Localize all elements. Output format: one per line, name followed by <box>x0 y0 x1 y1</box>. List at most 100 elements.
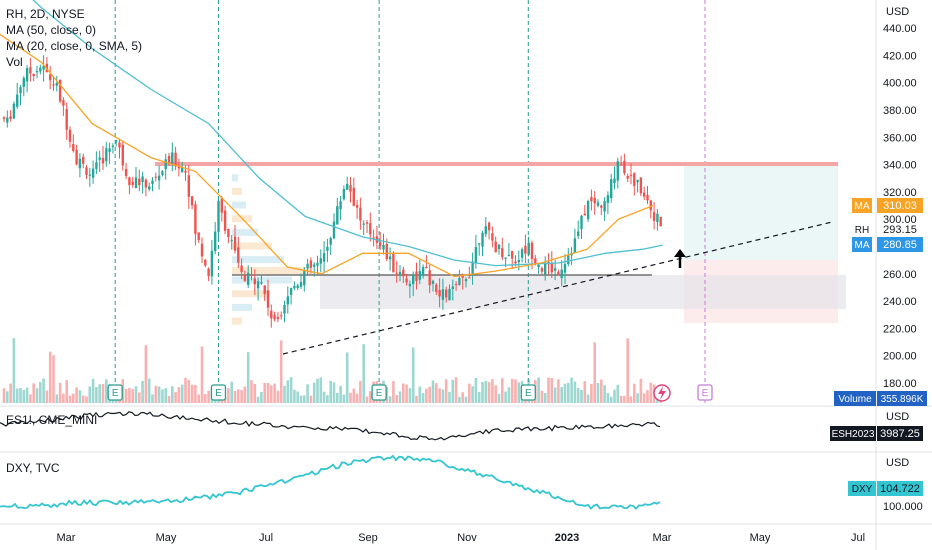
candle-body <box>134 177 138 189</box>
legend-ma20[interactable]: MA (20, close, 0, SMA, 5) <box>6 39 143 53</box>
candle-body <box>39 67 42 72</box>
volume-bar <box>332 382 336 403</box>
volume-bar <box>553 387 557 403</box>
legend-symbol[interactable]: RH, 2D, NYSE <box>6 7 85 21</box>
volume-bar <box>250 380 253 403</box>
volume-bar <box>144 345 148 403</box>
price-tick-label: 420.00 <box>883 50 917 62</box>
es-pane-title[interactable]: ES1!, CME_MINI <box>6 413 98 427</box>
volume-bar <box>131 389 134 403</box>
candle-body <box>62 100 65 106</box>
candle-body <box>65 109 68 130</box>
volume-bar <box>283 385 286 403</box>
volume-bar <box>474 377 478 403</box>
candle-body <box>313 264 316 267</box>
candle-body <box>35 71 39 73</box>
volume-tag: Volume 355.896K <box>834 391 927 406</box>
volume-bar <box>395 395 398 403</box>
price-tick-label: 400.00 <box>883 78 917 90</box>
svg-text:MA: MA <box>855 240 870 251</box>
volume-bar <box>362 344 365 403</box>
time-tick-label: Sep <box>358 532 378 544</box>
candle-body <box>197 232 200 240</box>
volume-bar <box>425 388 428 403</box>
volume-profile-bar <box>232 256 284 264</box>
volume-bar <box>477 392 481 403</box>
candle-body <box>613 178 616 184</box>
volume-bar <box>639 378 643 403</box>
candle-body <box>233 236 237 251</box>
candle-body <box>296 285 299 289</box>
candle-body <box>124 168 128 176</box>
volume-bar <box>306 384 309 403</box>
candle-body <box>177 165 181 169</box>
volume-bar <box>646 390 649 403</box>
volume-bar <box>461 392 464 403</box>
volume-bar <box>32 383 35 403</box>
candle-body <box>256 281 260 289</box>
volume-bar <box>540 390 544 403</box>
volume-bar <box>626 338 629 403</box>
candle-body <box>497 244 501 249</box>
volume-bar <box>184 377 187 403</box>
candle-body <box>108 148 111 152</box>
volume-bar <box>619 395 623 403</box>
svg-text:ESH2023: ESH2023 <box>832 429 875 440</box>
candle-body <box>590 197 593 202</box>
candle-body <box>316 262 319 266</box>
volume-bar <box>504 391 507 403</box>
candle-body <box>544 262 547 275</box>
price-tick-label: 380.00 <box>883 105 917 117</box>
ma20-line <box>0 33 654 278</box>
candle-body <box>141 176 144 183</box>
candle-body <box>520 249 524 258</box>
price-tick-label: 340.00 <box>883 160 917 172</box>
volume-bar <box>270 385 273 403</box>
candle-body <box>25 68 29 82</box>
candle-body <box>88 174 91 176</box>
volume-bar <box>336 392 339 403</box>
time-axis[interactable]: Mar May Jul Sep Nov 2023 Mar May Jul <box>57 532 866 544</box>
volume-bar <box>319 377 323 403</box>
price-tick-label: 220.00 <box>883 323 917 335</box>
volume-bar <box>12 338 16 403</box>
price-tick-label: 300.00 <box>883 214 917 226</box>
time-tick-label: Mar <box>653 532 672 544</box>
candle-body <box>586 201 590 220</box>
candle-body <box>382 244 385 250</box>
legend-ma50[interactable]: MA (50, close, 0) <box>6 23 97 37</box>
candle-body <box>445 289 448 298</box>
volume-bar <box>487 382 491 403</box>
candle-body <box>606 195 610 203</box>
volume-bar <box>547 377 550 403</box>
future-earnings-marker[interactable]: E <box>697 384 713 401</box>
volume-bar <box>593 342 596 403</box>
volume-bar <box>398 391 402 403</box>
price-tick-label: 440.00 <box>883 23 917 35</box>
volume-bar <box>616 384 620 403</box>
svg-text:104.722: 104.722 <box>880 483 920 495</box>
volume-profile-bar <box>232 267 310 275</box>
es-currency-label: USD <box>886 411 909 423</box>
dxy-pane-title[interactable]: DXY, TVC <box>6 461 60 475</box>
candle-body <box>299 282 303 287</box>
volume-bar <box>448 391 451 403</box>
svg-text:E: E <box>702 388 709 399</box>
lightning-icon[interactable] <box>653 384 671 402</box>
candle-body <box>276 316 280 319</box>
legend-vol[interactable]: Vol <box>6 55 23 69</box>
volume-bar <box>510 378 514 403</box>
candle-body <box>161 171 164 175</box>
svg-text:310.03: 310.03 <box>883 200 917 212</box>
candle-body <box>243 275 247 281</box>
candle-body <box>118 142 121 148</box>
candle-body <box>431 280 435 284</box>
candle-body <box>247 272 250 285</box>
candle-body <box>365 222 369 224</box>
candle-body <box>577 231 580 236</box>
volume-bar <box>421 393 425 403</box>
volume-bar <box>345 352 349 403</box>
candle-body <box>29 67 32 74</box>
